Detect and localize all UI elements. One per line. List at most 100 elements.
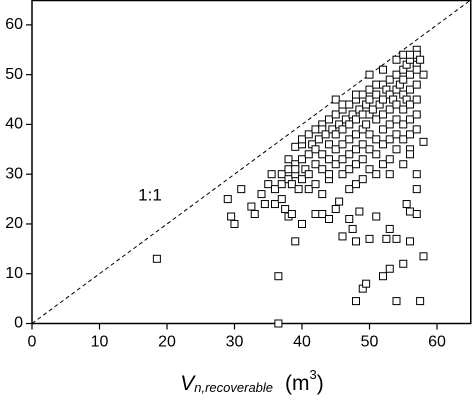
point [314, 135, 323, 144]
point [345, 150, 354, 159]
point [392, 130, 401, 139]
point [399, 120, 408, 129]
point [325, 140, 333, 149]
x-tick-label: 20 [158, 334, 176, 351]
point [304, 185, 313, 194]
point [392, 297, 401, 306]
plot-frame [31, 0, 472, 325]
point [392, 70, 401, 79]
point [325, 170, 333, 179]
point [331, 145, 340, 154]
point [331, 130, 340, 139]
point [406, 70, 414, 79]
x-tick-label: 50 [361, 334, 379, 351]
point [227, 212, 236, 221]
point [399, 135, 408, 144]
point [277, 195, 286, 204]
point [318, 150, 327, 159]
point [223, 195, 232, 204]
point [365, 130, 374, 139]
x-label-symbol: V [180, 372, 196, 395]
point [419, 137, 428, 146]
point [345, 100, 354, 109]
y-tick-label: 0 [14, 315, 23, 332]
point [352, 237, 360, 246]
x-label-unit-end: ) [317, 372, 324, 395]
point [325, 155, 333, 164]
point [372, 135, 381, 144]
point [250, 210, 259, 219]
point [264, 180, 273, 189]
x-tick-label: 10 [91, 334, 109, 351]
point [274, 319, 283, 328]
point [338, 170, 347, 179]
point [352, 115, 360, 124]
point [379, 140, 387, 149]
point [399, 75, 408, 84]
point [379, 95, 387, 104]
point [379, 272, 387, 281]
point [412, 95, 421, 104]
point [406, 130, 414, 139]
point [372, 170, 381, 179]
point [412, 185, 421, 194]
y-tick-label: 10 [5, 265, 23, 282]
point [392, 145, 401, 154]
point [379, 110, 387, 119]
y-tick-label: 20 [5, 215, 23, 232]
point [345, 120, 354, 129]
point [416, 55, 425, 64]
point [318, 190, 327, 199]
point [345, 214, 354, 223]
point [331, 205, 340, 214]
point [284, 165, 293, 174]
point [365, 70, 374, 79]
point [392, 115, 401, 124]
y-tick-label: 50 [5, 66, 23, 83]
point [348, 224, 357, 233]
point [412, 170, 421, 179]
point [152, 254, 161, 263]
point [277, 170, 286, 179]
point [281, 205, 290, 214]
point [379, 160, 387, 169]
point [237, 185, 246, 194]
point [352, 130, 360, 139]
point [419, 252, 428, 261]
point [345, 135, 354, 144]
point [321, 130, 330, 139]
point [412, 110, 421, 119]
point [365, 145, 374, 154]
point [372, 115, 381, 124]
point [355, 207, 364, 216]
point [352, 297, 360, 306]
point [287, 210, 296, 219]
point [247, 202, 256, 211]
point [385, 155, 394, 164]
point [331, 110, 340, 119]
x-label-superscript: 3 [310, 367, 317, 382]
point [338, 100, 347, 109]
point [358, 155, 367, 164]
point [368, 105, 377, 114]
point [406, 237, 414, 246]
point [277, 180, 286, 189]
point [338, 155, 347, 164]
point [399, 160, 408, 169]
point [392, 100, 401, 109]
point [379, 125, 387, 134]
point [271, 185, 279, 194]
point [385, 264, 394, 273]
point [311, 180, 320, 189]
y-tick-label: 30 [5, 165, 23, 182]
point [257, 190, 266, 199]
point [311, 125, 320, 134]
point [392, 234, 401, 243]
point [365, 95, 374, 104]
point [399, 259, 408, 268]
point [331, 95, 340, 104]
point [358, 175, 367, 184]
point [298, 219, 306, 228]
y-tick-label: 60 [5, 16, 23, 33]
point [412, 80, 421, 89]
